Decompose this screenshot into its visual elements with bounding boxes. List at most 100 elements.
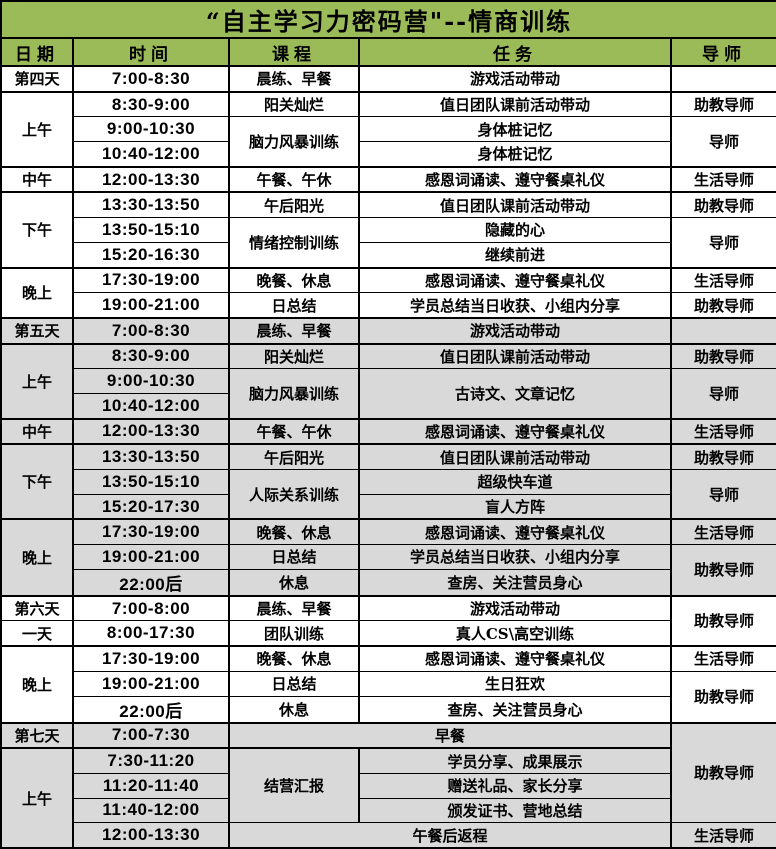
table-row: 13:50-15:10 人际关系训练 超级快车道 导师 [1, 469, 776, 520]
cell-task: 游戏活动带动 [358, 65, 672, 93]
cell-course: 情绪控制训练 [228, 217, 360, 268]
cell-mentor [669, 65, 776, 93]
cell-task: 盲人方阵 [358, 493, 672, 520]
cell-mentor: 助教导师 [669, 544, 776, 597]
cell-time: 22:00后 [72, 695, 230, 723]
table-row: 22:00后 休息 查房、关注营员身心 [1, 695, 776, 723]
cell-task: 继续前进 [358, 241, 672, 269]
table-row: 15:20-16:30 继续前进 [1, 241, 776, 269]
cell-course: 休息 [228, 568, 360, 597]
table-row: 19:00-21:00 日总结 学员总结当日收获、小组内分享 助教导师 [1, 544, 776, 597]
cell-date: 上午 [0, 342, 74, 420]
table-row: 第七天 7:00-7:30 早餐 助教导师 [0, 721, 776, 824]
cell-time: 12:00-13:30 [72, 822, 230, 849]
table-row: 晚上 17:30-19:00 晚餐、休息 感恩词诵读、遵守餐桌礼仪 生活导师 [0, 518, 776, 597]
cell-task: 学员总结当日收获、小组内分享 [358, 544, 672, 570]
cell-mentor: 生活导师 [669, 417, 776, 445]
cell-course: 脑力风暴训练 [228, 116, 360, 168]
cell-time: 17:30-19:00 [72, 645, 230, 672]
cell-time: 19:00-21:00 [72, 292, 230, 319]
cell-task: 感恩词诵读、遵守餐桌礼仪 [358, 266, 672, 294]
table-row: 中午 12:00-13:30 午餐、午休 感恩词诵读、遵守餐桌礼仪 生活导师 [0, 165, 776, 193]
table-row: 上午 8:30-9:00 阳关灿烂 值日团队课前活动带动 助教导师 [0, 342, 776, 420]
cell-date: 下午 [0, 443, 74, 520]
cell-date: 第五天 [0, 316, 74, 345]
cell-task: 生日狂欢 [358, 670, 672, 697]
cell-task: 颁发证书、营地总结 [358, 797, 672, 824]
cell-date: 第四天 [0, 65, 74, 93]
table-row: 下午 13:30-13:50 午后阳光 值日团队课前活动带动 助教导师 [0, 191, 776, 269]
cell-course: 午后阳光 [228, 443, 360, 471]
column-header-date: 日期 [0, 37, 74, 67]
cell-mentor: 导师 [669, 368, 776, 420]
cell-time: 19:00-21:00 [72, 670, 230, 697]
cell-course: 日总结 [228, 544, 360, 570]
cell-time: 8:30-9:00 [72, 90, 230, 118]
table-row: 12:00-13:30 午餐后返程 生活导师 [1, 822, 776, 849]
cell-task: 赠送礼品、家长分享 [358, 772, 672, 799]
cell-mentor: 生活导师 [669, 645, 776, 672]
cell-time: 8:00-17:30 [72, 620, 230, 647]
cell-time: 15:20-17:30 [72, 493, 230, 520]
cell-date: 晚上 [0, 645, 74, 724]
cell-task: 学员分享、成果展示 [358, 747, 672, 774]
table-row: 13:50-15:10 情绪控制训练 隐藏的心 导师 [1, 217, 776, 268]
page-title: “自主学习力密码营"--情商训练 [0, 0, 776, 39]
cell-date: 中午 [0, 165, 74, 193]
cell-mentor: 导师 [669, 217, 776, 268]
cell-time: 17:30-19:00 [72, 518, 230, 546]
cell-time: 9:00-10:30 [72, 116, 230, 143]
cell-date: 上午 [0, 747, 74, 849]
cell-task: 学员总结当日收获、小组内分享 [358, 292, 672, 319]
cell-mentor: 助教导师 [669, 292, 776, 319]
cell-task: 游戏活动带动 [358, 316, 672, 345]
cell-time: 7:00-7:30 [72, 721, 230, 749]
cell-date: 晚上 [0, 518, 74, 597]
cell-course: 人际关系训练 [228, 469, 360, 520]
cell-date: 第六天 [0, 594, 74, 622]
cell-task: 感恩词诵读、遵守餐桌礼仪 [358, 518, 672, 546]
cell-course: 休息 [228, 695, 360, 723]
cell-task: 真人CS\高空训练 [358, 620, 672, 647]
cell-task: 古诗文、文章记忆 [358, 368, 672, 420]
cell-task: 值日团队课前活动带动 [358, 342, 672, 370]
cell-course: 午餐、午休 [228, 417, 360, 445]
schedule-header-row: 日期 时间 课程 任务 导师 [0, 37, 776, 67]
cell-mentor: 导师 [669, 469, 776, 520]
cell-time: 9:00-10:30 [72, 368, 230, 394]
cell-time: 13:30-13:50 [72, 443, 230, 471]
cell-course: 晨练、早餐 [228, 65, 360, 93]
table-row: 19:00-21:00 日总结 学员总结当日收获、小组内分享 助教导师 [1, 292, 776, 319]
cell-time: 8:30-9:00 [72, 342, 230, 370]
cell-course: 脑力风暴训练 [228, 368, 360, 420]
table-row: 上午 7:30-11:20 结营汇报 学员分享、成果展示 [0, 747, 776, 849]
cell-task: 查房、关注营员身心 [358, 695, 672, 723]
table-row: 11:20-11:40 赠送礼品、家长分享 [1, 772, 776, 799]
cell-task: 感恩词诵读、遵守餐桌礼仪 [358, 165, 672, 193]
cell-mentor: 生活导师 [669, 266, 776, 294]
cell-task: 隐藏的心 [358, 217, 672, 243]
table-row: 10:40-12:00 [1, 392, 776, 420]
cell-date: 一天 [0, 620, 74, 647]
table-row: 第五天 7:00-8:30 晨练、早餐 游戏活动带动 [0, 316, 776, 345]
table-row: 晚上 17:30-19:00 晚餐、休息 感恩词诵读、遵守餐桌礼仪 生活导师 [0, 266, 776, 319]
cell-mentor: 生活导师 [669, 165, 776, 193]
column-header-task: 任务 [358, 37, 672, 67]
cell-course: 日总结 [228, 292, 360, 319]
cell-mentor: 生活导师 [669, 518, 776, 546]
cell-time: 12:00-13:30 [72, 417, 230, 445]
cell-task: 身体桩记忆 [358, 116, 672, 143]
cell-task: 超级快车道 [358, 469, 672, 495]
table-row: 中午 12:00-13:30 午餐、午休 感恩词诵读、遵守餐桌礼仪 生活导师 [0, 417, 776, 445]
cell-time: 17:30-19:00 [72, 266, 230, 294]
cell-date: 下午 [0, 191, 74, 269]
column-header-course: 课程 [228, 37, 360, 67]
cell-course: 团队训练 [228, 620, 360, 647]
cell-time: 10:40-12:00 [72, 141, 230, 168]
cell-time: 13:50-15:10 [72, 469, 230, 495]
column-header-time: 时间 [72, 37, 230, 67]
cell-task: 游戏活动带动 [358, 594, 672, 622]
cell-time: 7:30-11:20 [72, 747, 230, 774]
cell-time: 15:20-16:30 [72, 241, 230, 269]
cell-mentor [669, 316, 776, 345]
